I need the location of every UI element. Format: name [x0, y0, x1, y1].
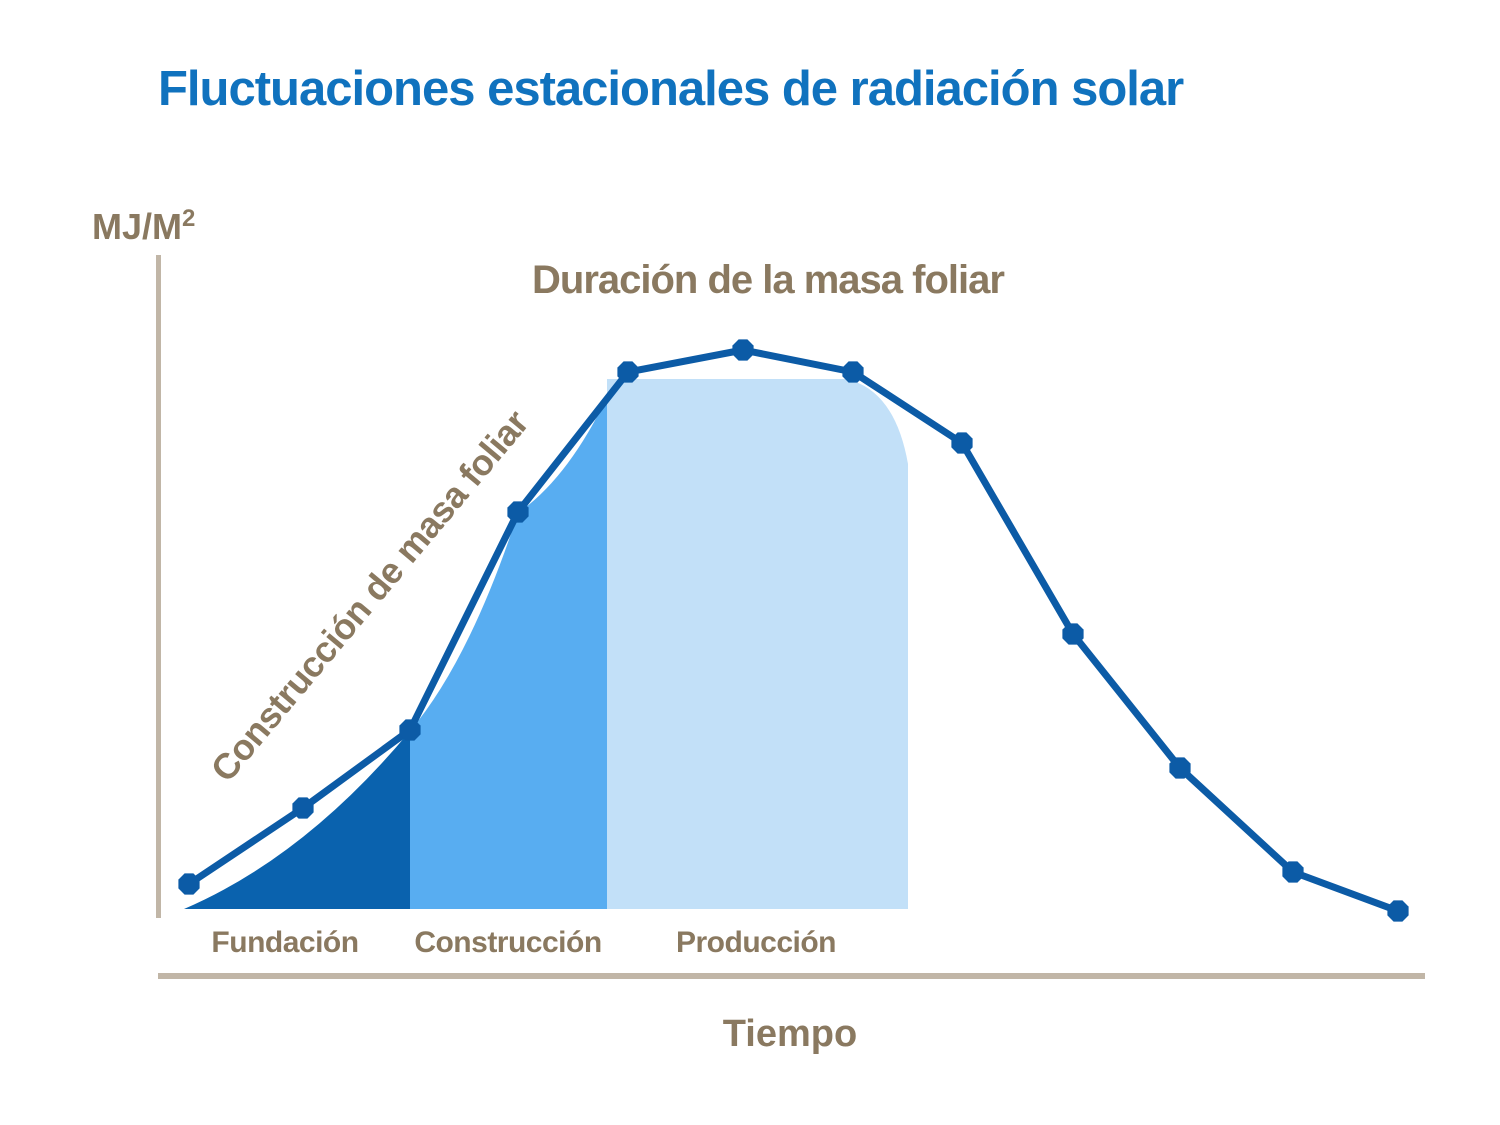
data-point-marker — [842, 361, 864, 383]
area-fundacion — [184, 731, 410, 909]
y-axis-label-base: MJ/M — [92, 206, 182, 247]
data-point-marker — [507, 501, 529, 523]
duration-annotation: Duración de la masa foliar — [532, 258, 1005, 302]
data-point-marker — [1387, 900, 1409, 922]
area-construccion — [410, 397, 607, 909]
data-point-marker — [292, 797, 314, 819]
data-point-marker — [617, 361, 639, 383]
data-point-markers — [178, 339, 1409, 922]
data-point-marker — [1282, 861, 1304, 883]
y-axis-label: MJ/M2 — [92, 205, 195, 248]
data-point-marker — [1062, 623, 1084, 645]
page-title: Fluctuaciones estacionales de radiación … — [158, 62, 1184, 116]
y-axis-label-exponent: 2 — [182, 205, 196, 232]
x-axis-line — [158, 973, 1425, 979]
x-axis-label: Tiempo — [722, 1013, 858, 1055]
phase-label-construccion: Construcción — [414, 926, 602, 959]
y-axis-line — [156, 255, 161, 918]
data-point-marker — [951, 432, 973, 454]
data-point-marker — [178, 873, 200, 895]
phase-label-fundacion: Fundación — [211, 926, 359, 959]
data-point-marker — [399, 719, 421, 741]
data-point-marker — [732, 339, 754, 361]
area-produccion — [607, 379, 908, 909]
data-point-marker — [1169, 757, 1191, 779]
phase-label-produccion: Producción — [675, 926, 837, 959]
radiation-curve — [185, 346, 1402, 915]
